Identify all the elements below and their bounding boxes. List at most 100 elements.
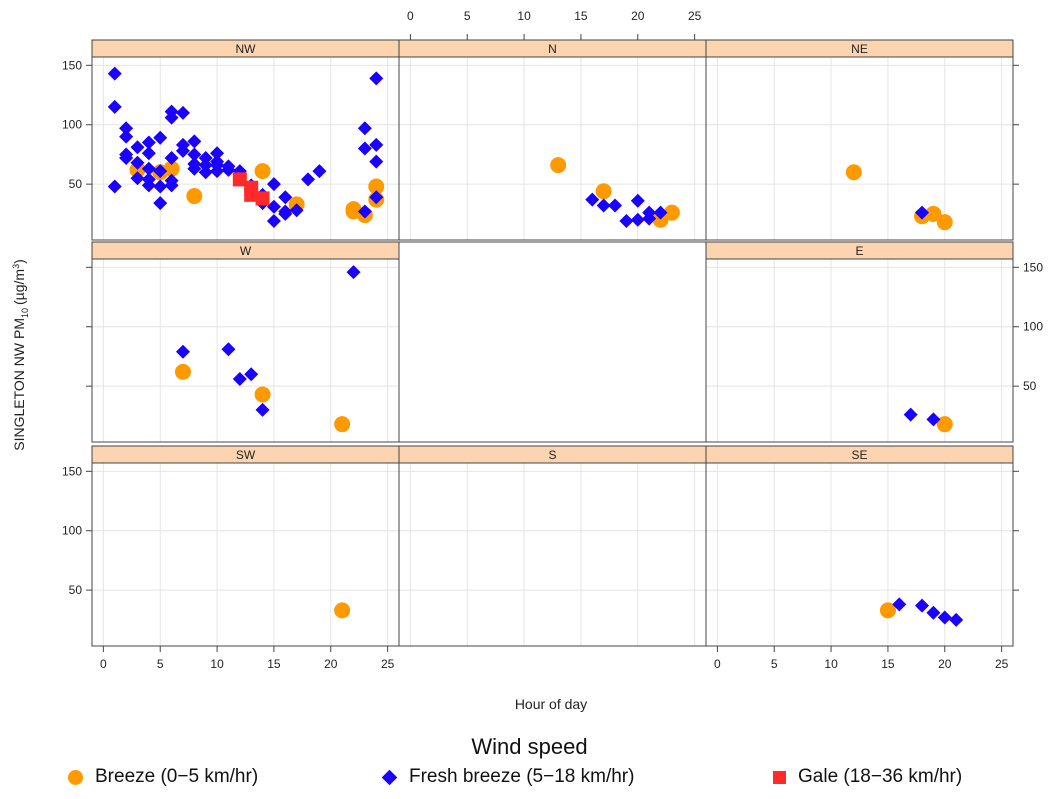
legend-label-breeze: Breeze (0−5 km/hr) bbox=[95, 766, 259, 787]
x-tick-label: 10 bbox=[824, 657, 838, 671]
point-fresh-nw bbox=[266, 213, 281, 228]
square-icon bbox=[773, 770, 786, 784]
point-breeze-nw bbox=[368, 178, 385, 195]
x-tick-label: 15 bbox=[267, 657, 281, 671]
point-fresh-w bbox=[221, 342, 236, 357]
point-fresh-nw bbox=[187, 134, 202, 149]
strip-label-e: E bbox=[855, 244, 863, 258]
point-breeze-sw bbox=[334, 602, 351, 619]
point-fresh-nw bbox=[141, 146, 156, 161]
x-tick-label: 0 bbox=[714, 657, 721, 671]
y-axis-title-sup: 3 bbox=[11, 264, 21, 269]
point-fresh-w bbox=[232, 372, 247, 387]
x-tick-label: 10 bbox=[517, 9, 531, 23]
y-tick-label: 150 bbox=[62, 58, 82, 72]
y-axis-title-main: SINGLETON NW PM bbox=[11, 318, 27, 451]
panel-frame-sw bbox=[91, 462, 400, 647]
panel-frame-w bbox=[91, 258, 400, 443]
legend-title: Wind speed bbox=[471, 734, 588, 759]
x-tick-label: 0 bbox=[100, 657, 107, 671]
point-breeze-nw bbox=[129, 161, 146, 178]
point-fresh-n bbox=[596, 198, 611, 213]
point-fresh-n bbox=[653, 205, 668, 220]
legend-item-gale: Gale (18−36 km/hr) bbox=[773, 766, 962, 788]
point-fresh-nw bbox=[130, 155, 145, 170]
point-fresh-nw bbox=[164, 178, 179, 193]
point-fresh-nw bbox=[266, 177, 281, 192]
point-fresh-nw bbox=[198, 158, 213, 173]
point-fresh-nw bbox=[289, 203, 304, 218]
point-fresh-nw bbox=[107, 179, 122, 194]
point-fresh-nw bbox=[278, 190, 293, 205]
grid-layer bbox=[92, 57, 1013, 646]
point-fresh-se bbox=[926, 605, 941, 620]
strip-label-w: W bbox=[240, 244, 252, 258]
point-breeze-ne bbox=[845, 164, 862, 181]
axis-ticks: 0 5 10 15 20 25 0 5 10 15 20 25 0 5 10 15 20 25 50 100 150 50… bbox=[62, 9, 1043, 671]
legend-label-gale: Gale (18−36 km/hr) bbox=[798, 766, 963, 787]
x-tick-label: 5 bbox=[771, 657, 778, 671]
point-fresh-nw bbox=[198, 165, 213, 180]
point-fresh-n bbox=[585, 192, 600, 207]
point-fresh-nw bbox=[153, 179, 168, 194]
legend: Breeze (0−5 km/hr) Fresh breeze (5−18 km… bbox=[0, 766, 1059, 796]
y-tick-label: 50 bbox=[1023, 379, 1037, 393]
point-breeze-ne bbox=[925, 205, 942, 222]
point-fresh-nw bbox=[357, 204, 372, 219]
point-fresh-e bbox=[926, 412, 941, 427]
point-gale-nw bbox=[232, 172, 247, 187]
x-tick-label: 5 bbox=[464, 9, 471, 23]
legend-item-breeze: Breeze (0−5 km/hr) bbox=[68, 766, 258, 788]
point-fresh-se bbox=[937, 610, 952, 625]
y-axis-title-units: (µg/m bbox=[11, 269, 27, 305]
strip-headers: NW N NE W E SW S SE bbox=[91, 39, 1014, 464]
x-tick-label: 15 bbox=[574, 9, 588, 23]
point-fresh-nw bbox=[301, 172, 316, 187]
point-breeze-w bbox=[174, 363, 191, 380]
point-fresh-nw bbox=[369, 137, 384, 152]
diamond-icon bbox=[381, 769, 398, 785]
point-fresh-nw bbox=[312, 164, 327, 179]
x-tick-label: 15 bbox=[881, 657, 895, 671]
panel-frame-ne bbox=[705, 56, 1014, 241]
circle-icon bbox=[68, 769, 83, 785]
point-fresh-nw bbox=[357, 121, 372, 136]
point-fresh-nw bbox=[210, 146, 225, 161]
strip-label-n: N bbox=[548, 42, 557, 56]
point-fresh-nw bbox=[187, 147, 202, 162]
point-fresh-nw bbox=[198, 151, 213, 166]
x-tick-label: 20 bbox=[324, 657, 338, 671]
point-fresh-nw bbox=[164, 110, 179, 125]
point-fresh-nw bbox=[153, 164, 168, 179]
x-tick-label: 25 bbox=[688, 9, 702, 23]
empty-panel-frame bbox=[398, 241, 707, 443]
point-fresh-nw bbox=[130, 140, 145, 155]
point-fresh-nw bbox=[119, 151, 134, 166]
point-breeze-w bbox=[334, 416, 351, 433]
strip-label-nw: NW bbox=[236, 42, 257, 56]
point-fresh-w bbox=[255, 402, 270, 417]
point-fresh-e bbox=[903, 407, 918, 422]
y-tick-label: 100 bbox=[1023, 320, 1043, 334]
point-breeze-e bbox=[936, 416, 953, 433]
x-tick-label: 25 bbox=[995, 657, 1009, 671]
point-fresh-w bbox=[175, 344, 190, 359]
x-tick-label: 0 bbox=[407, 9, 414, 23]
point-fresh-n bbox=[642, 211, 657, 226]
y-axis-title: SINGLETON NW PM10 (µg/m3) bbox=[11, 259, 30, 451]
point-fresh-se bbox=[949, 612, 964, 627]
point-breeze-n bbox=[652, 211, 669, 228]
point-fresh-nw bbox=[153, 196, 168, 211]
point-fresh-nw bbox=[130, 171, 145, 186]
point-fresh-nw bbox=[175, 105, 190, 120]
point-breeze-w bbox=[254, 386, 271, 403]
x-tick-label: 20 bbox=[938, 657, 952, 671]
point-fresh-nw bbox=[369, 154, 384, 169]
point-fresh-se bbox=[892, 597, 907, 612]
point-fresh-nw bbox=[266, 199, 281, 214]
y-tick-label: 50 bbox=[69, 177, 83, 191]
y-tick-label: 150 bbox=[62, 464, 82, 478]
strip-label-se: SE bbox=[851, 448, 867, 462]
point-fresh-n bbox=[608, 198, 623, 213]
panel-frame-e bbox=[705, 258, 1014, 443]
